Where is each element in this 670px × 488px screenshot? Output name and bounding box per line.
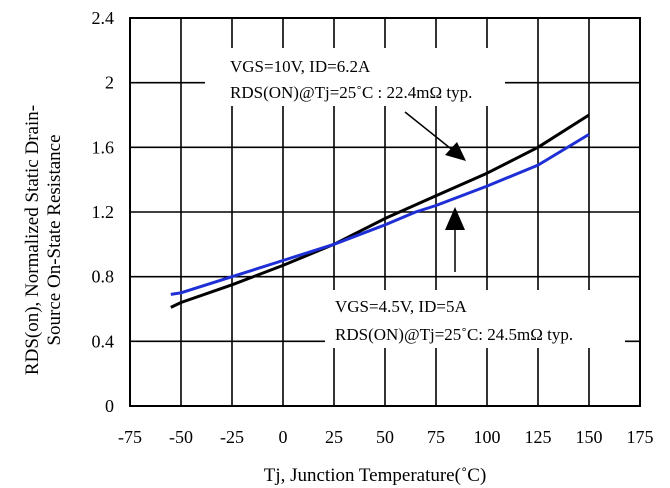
y-tick-label: 0.8 (92, 267, 115, 287)
x-tick-label: 125 (525, 427, 552, 447)
x-tick-labels: -75 -50 -25 0 25 50 75 100 125 150 175 (118, 427, 654, 447)
y-tick-label: 0 (105, 396, 114, 416)
x-axis-label: Tj, Junction Temperature(˚C) (264, 465, 487, 486)
y-axis-label-line1: RDS(on), Normalized Static Drain- (22, 105, 43, 375)
annotation-1-arrowhead (445, 142, 466, 161)
plot-frame (129, 17, 641, 407)
annotation-1-line2: RDS(ON)@Tj=25˚C : 22.4mΩ typ. (230, 83, 472, 102)
y-tick-label: 2.4 (92, 8, 115, 28)
series-line-2 (170, 133, 590, 296)
annotation-1-line1: VGS=10V, ID=6.2A (230, 57, 371, 76)
annotation-2-line2: RDS(ON)@Tj=25˚C: 24.5mΩ typ. (335, 325, 573, 344)
series-line-1 (170, 113, 590, 309)
annotation-2-arrowhead (445, 207, 465, 230)
x-tick-label: 75 (427, 427, 445, 447)
annotation-1-arrow-shaft (404, 111, 456, 153)
annotation-2-box (325, 290, 625, 348)
x-tick-label: 0 (279, 427, 288, 447)
x-tick-label: -50 (169, 427, 193, 447)
y-tick-labels: 0 0.4 0.8 1.2 1.6 2 2.4 (92, 8, 115, 416)
x-tick-label: -75 (118, 427, 142, 447)
x-tick-label: 150 (576, 427, 603, 447)
y-tick-label: 1.2 (92, 202, 115, 222)
series-lines (170, 113, 590, 309)
annotation-1-box (205, 48, 505, 106)
x-tick-label: -25 (220, 427, 244, 447)
x-tick-label: 50 (376, 427, 394, 447)
annotation-2-line1: VGS=4.5V, ID=5A (335, 297, 467, 316)
x-tick-label: 25 (325, 427, 343, 447)
x-tick-label: 175 (627, 427, 654, 447)
annotations: VGS=10V, ID=6.2A RDS(ON)@Tj=25˚C : 22.4mΩ… (205, 48, 625, 348)
y-tick-label: 1.6 (92, 137, 115, 157)
y-axis-label-line2: Source On-State Resistance (44, 134, 65, 345)
y-tick-label: 2 (105, 73, 114, 93)
plot-border (129, 17, 641, 407)
y-tick-label: 0.4 (92, 331, 115, 351)
x-tick-label: 100 (474, 427, 501, 447)
